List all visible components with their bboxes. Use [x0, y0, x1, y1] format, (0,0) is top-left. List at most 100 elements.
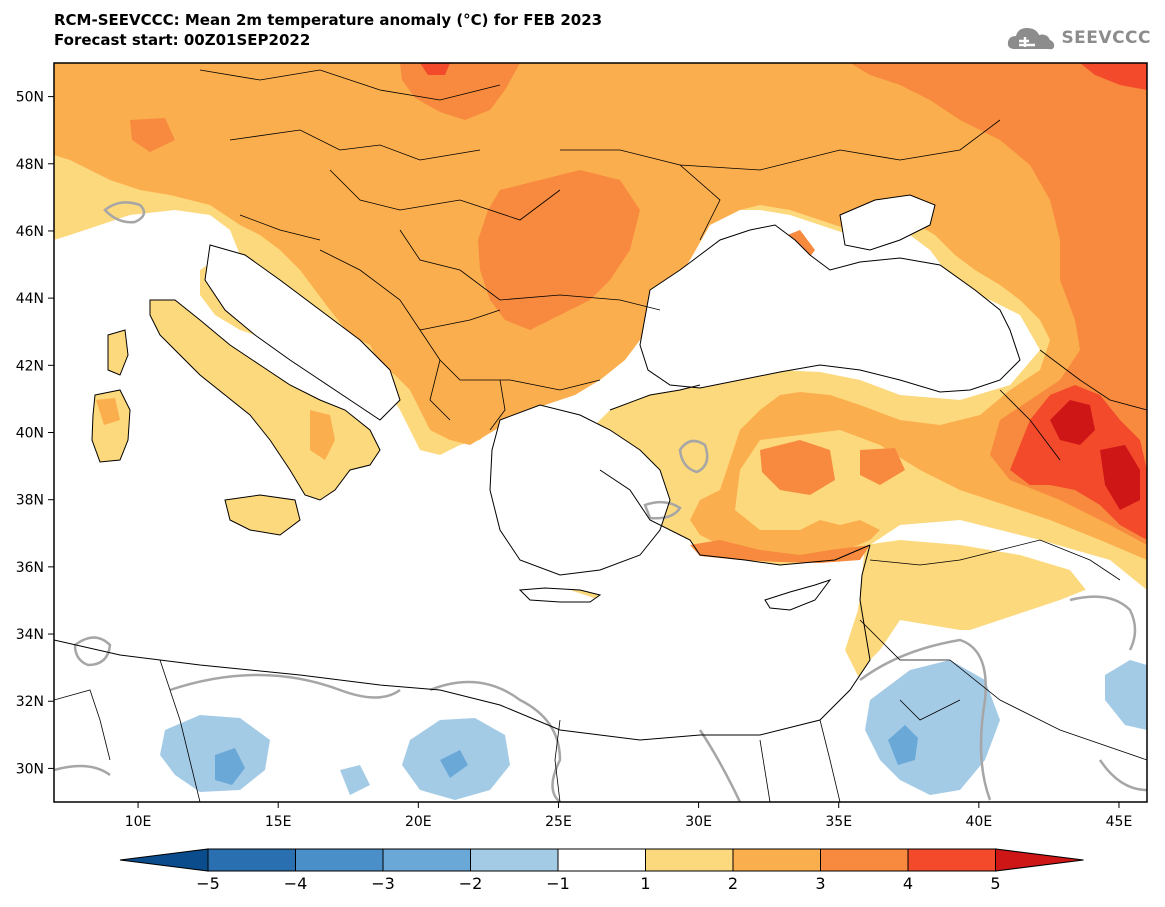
colorbar-box: [557, 848, 646, 872]
colorbar: −5 −4 −3 −2 −1 1 2 3 4 5: [119, 848, 1084, 893]
zero-contours: [54, 201, 1147, 802]
colorbar-box: [470, 848, 559, 872]
country-borders: [54, 69, 1147, 802]
cloud-icon: [1008, 28, 1055, 50]
italy-2-3-patch: [310, 410, 335, 460]
aegean-sea: [490, 405, 670, 575]
lat-tick-label: 48N: [16, 157, 44, 173]
lon-tick-label: 30E: [685, 814, 712, 830]
lat-tick-label: 44N: [16, 291, 44, 307]
anomaly-3-4-region-central: [478, 170, 640, 330]
sardinia-2-3-patch: [96, 398, 120, 425]
colorbar-arrow-low: [119, 848, 209, 872]
anomaly-3-4-turkey-patch-2: [860, 448, 905, 485]
anomaly-4-5-north: [1080, 63, 1147, 90]
coastline-crete: [518, 587, 602, 603]
anomaly-3-4-turkey-patch: [760, 440, 835, 495]
anomaly-neg2-neg3-arabia: [888, 725, 918, 765]
colorbar-label: −5: [196, 874, 220, 893]
logo-text: SEEVCCC: [1061, 28, 1151, 48]
zero-contour-turkey-2: [643, 500, 682, 520]
coastline-turkey: [599, 384, 871, 566]
zero-contour-turkey-1: [678, 439, 709, 474]
colorbar-label: 3: [815, 874, 825, 893]
lat-tick-label: 38N: [16, 493, 44, 509]
title-line-2: Forecast start: 00Z01SEP2022: [54, 31, 311, 49]
lat-tick-label: 30N: [16, 761, 44, 777]
coastline-black-sea: [639, 224, 1021, 393]
title-line-1: RCM-SEEVCCC: Mean 2m temperature anomaly…: [54, 11, 603, 29]
colorbar-label: 5: [990, 874, 1000, 893]
coastline-italy: [149, 299, 381, 501]
adriatic-sea: [205, 245, 400, 420]
colorbar-arrow-high: [995, 848, 1084, 872]
sea-of-azov: [840, 195, 935, 250]
lon-tick-label: 45E: [1106, 814, 1133, 830]
latitude-axis: 50N 48N 46N 44N 42N 40N 38N 36N 34N 32N 30N: [16, 90, 54, 777]
colorbar-box: [382, 848, 471, 872]
coastline-corsica: [107, 329, 129, 376]
lat-tick-label: 50N: [16, 90, 44, 106]
lon-tick-label: 25E: [545, 814, 572, 830]
colorbar-label: −3: [371, 874, 395, 893]
colorbar-box: [732, 848, 821, 872]
coastline-aegean: [489, 404, 671, 576]
longitude-axis: 10E 15E 20E 25E 30E 35E 40E 45E: [125, 802, 1133, 830]
coastline-africa: [54, 544, 871, 741]
zero-contour-africa: [54, 673, 562, 802]
coastline-cyprus: [764, 579, 832, 611]
mediterranean-sea: [54, 470, 860, 735]
zero-contour-alps: [103, 201, 146, 224]
anomaly-3-4-region-north: [400, 63, 520, 120]
colorbar-box: [820, 848, 909, 872]
coastline-sicily: [224, 494, 301, 536]
colorbar-box: [907, 848, 996, 872]
zero-contour-africa-w: [73, 636, 112, 667]
anomaly-gt5-east: [1100, 445, 1140, 510]
tyrrhenian-sea: [130, 340, 290, 495]
colorbar-box: [207, 848, 296, 872]
black-sea: [640, 225, 1020, 392]
anomaly-3-4-alps-patch: [130, 118, 175, 152]
seevccc-logo: SEEVCCC: [1005, 22, 1151, 54]
borders-africa: [54, 659, 771, 802]
anomaly-2-3-region: [54, 63, 1147, 560]
zero-contour-egypt: [698, 638, 992, 802]
lat-tick-label: 34N: [16, 627, 44, 643]
colorbar-box: [645, 848, 734, 872]
lat-tick-label: 42N: [16, 358, 44, 374]
sicily-land: [225, 495, 300, 535]
zero-contour-east: [1069, 595, 1147, 792]
lon-tick-label: 20E: [405, 814, 432, 830]
anomaly-3-4-turkey-coast: [690, 540, 870, 563]
lon-tick-label: 40E: [966, 814, 993, 830]
lon-tick-label: 35E: [825, 814, 852, 830]
anomaly-neg2-neg3-egypt: [440, 750, 468, 778]
colorbar-label: −2: [459, 874, 483, 893]
coastline-sardinia: [91, 389, 131, 463]
anomaly-neg1-neg2-east: [1105, 660, 1147, 730]
colorbar-label: 1: [640, 874, 650, 893]
borders-north: [199, 69, 1001, 311]
colorbar-label: 2: [728, 874, 738, 893]
colorbar-label: −4: [284, 874, 308, 893]
anomaly-gt5-caucasus: [1050, 400, 1095, 445]
borders-middle-east: [819, 349, 1147, 802]
coastline-adriatic: [204, 244, 401, 421]
corsica-land: [108, 330, 128, 375]
anomaly-neg2-neg3-libya: [215, 748, 245, 785]
colorbar-label: 4: [903, 874, 913, 893]
borders-balkans: [319, 249, 601, 431]
colorbar-box: [295, 848, 384, 872]
coastline-azov: [839, 194, 936, 251]
anomaly-neg1-neg2-small-1: [340, 765, 370, 795]
levant-1-2-region: [845, 540, 1090, 680]
coastlines: [54, 194, 1021, 741]
lat-tick-label: 36N: [16, 560, 44, 576]
lat-tick-label: 40N: [16, 426, 44, 442]
lon-tick-label: 10E: [125, 814, 152, 830]
anomaly-4-5-caucasus: [1010, 385, 1147, 540]
anomaly-4-5-north-2: [420, 63, 450, 75]
map-field: [54, 63, 1147, 802]
